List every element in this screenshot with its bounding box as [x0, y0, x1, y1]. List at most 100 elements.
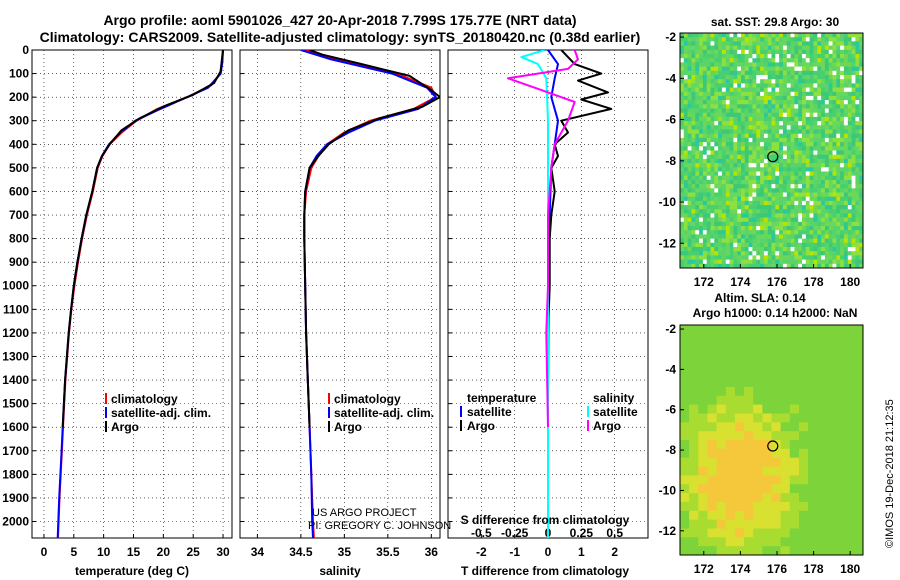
sst_map-cell [756, 217, 761, 223]
sst_map-cell [763, 226, 769, 231]
sst_map-cell [691, 154, 696, 160]
sst_map-cell [748, 116, 753, 122]
temperature-legend: climatology satellite-adj. clim. Argo [105, 392, 211, 434]
sst_map-cell [851, 175, 856, 181]
sst_map-cell [714, 62, 719, 67]
sst_map-cell [760, 142, 765, 147]
sst_map-cell [718, 158, 723, 164]
sst_map-cell [729, 87, 734, 93]
depth-tick-label: 700 [9, 208, 29, 222]
sst_map-cell [760, 205, 765, 210]
sst_map-cell [680, 33, 685, 38]
sst_map-cell [813, 196, 818, 202]
sst_map-cell [851, 142, 856, 147]
sst_map-cell [691, 133, 696, 139]
sst_map-cell [786, 91, 791, 97]
sst_map-cell [725, 259, 730, 265]
sla_map-cell [680, 351, 690, 361]
sla_map-cell [707, 351, 718, 361]
sst_map-cell [683, 108, 688, 114]
sst_map-cell [752, 87, 757, 93]
sst_map-cell [756, 129, 761, 135]
sst_map-cell [741, 41, 746, 46]
sst_map-cell [737, 125, 742, 130]
sst_map-cell [828, 104, 833, 109]
sla_map-cell [771, 342, 782, 352]
sst_map-cell [695, 255, 700, 260]
sst_map-cell [805, 167, 810, 172]
sst_map-cell [809, 83, 814, 88]
sst_map-cell [725, 37, 730, 42]
sla_map-cell [753, 484, 763, 494]
sst_map-cell [721, 125, 727, 130]
sst_map-cell [828, 66, 833, 72]
sst_map-cell [802, 175, 807, 181]
sst_map-cell [725, 154, 730, 160]
temp-legend-argo: Argo [111, 420, 139, 434]
sst_map-cell [832, 33, 837, 38]
sst_map-cell [782, 129, 788, 135]
sst_map-cell [821, 108, 826, 114]
sst_map-cell [706, 91, 711, 97]
sst_map-cell [744, 221, 749, 227]
sst_map-xtick-label: 174 [730, 275, 750, 289]
sst_map-cell [680, 263, 685, 269]
sst_map-cell [771, 125, 776, 130]
sst_map-cell [821, 45, 826, 51]
sst_map-cell [756, 37, 761, 42]
sst_map-cell [798, 125, 803, 130]
sst_map-cell [779, 238, 784, 244]
sst_map-cell [737, 66, 742, 72]
sst_map-cell [802, 66, 807, 72]
sst_map-cell [729, 49, 734, 55]
sst_map-cell [855, 226, 860, 231]
sst_map-cell [794, 83, 799, 88]
sst_map-cell [767, 188, 772, 193]
sst_map-cell [741, 205, 746, 210]
sla_map-cell [753, 493, 763, 503]
sst_map-cell [733, 200, 738, 206]
sla_map-ytick-label: -4 [665, 362, 676, 376]
sla_map-cell [835, 360, 846, 370]
sst_map-cell [680, 167, 685, 172]
sst_map-cell [725, 79, 730, 84]
sst_map-ytick-label: -2 [665, 30, 676, 44]
sst_map-cell [733, 87, 738, 93]
sst_map-cell [832, 167, 837, 172]
sst_map-cell [847, 226, 852, 231]
sst_map-cell [760, 87, 765, 93]
sst_map-cell [695, 87, 700, 93]
sla_map-cell [698, 404, 708, 414]
sst_map-cell [683, 54, 688, 59]
sst_map-cell [802, 83, 807, 88]
sst_map-cell [752, 226, 757, 231]
sst_map-cell [790, 150, 795, 156]
sst_map-cell [828, 263, 833, 269]
sst_map-cell [843, 230, 849, 235]
sst_map-cell [683, 196, 688, 202]
sst_map-cell [840, 66, 845, 72]
sst_map-cell [836, 58, 841, 63]
sst_map-cell [782, 192, 788, 198]
sst_map-cell [775, 87, 780, 93]
sst_map-cell [805, 196, 810, 202]
sla_map-cell [799, 422, 809, 432]
sst_map-cell [813, 209, 818, 214]
sst_map-cell [859, 259, 864, 265]
sst_map-cell [741, 49, 746, 55]
sla_map-cell [789, 475, 800, 485]
sst_map-cell [798, 133, 803, 139]
sla_map-cell [680, 440, 690, 450]
sst_map-cell [836, 142, 841, 147]
sst_map-cell [782, 142, 788, 147]
sst_map-cell [775, 108, 780, 114]
sst_map-cell [851, 234, 856, 239]
sst_map-cell [748, 54, 753, 59]
sst_map-cell [836, 41, 841, 46]
sst_map-cell [821, 116, 826, 122]
sla_map-cell [716, 431, 727, 441]
sst_map-cell [737, 83, 742, 88]
sst_map-cell [775, 58, 780, 63]
sla_map-cell [725, 404, 736, 414]
sst_map-cell [767, 142, 772, 147]
